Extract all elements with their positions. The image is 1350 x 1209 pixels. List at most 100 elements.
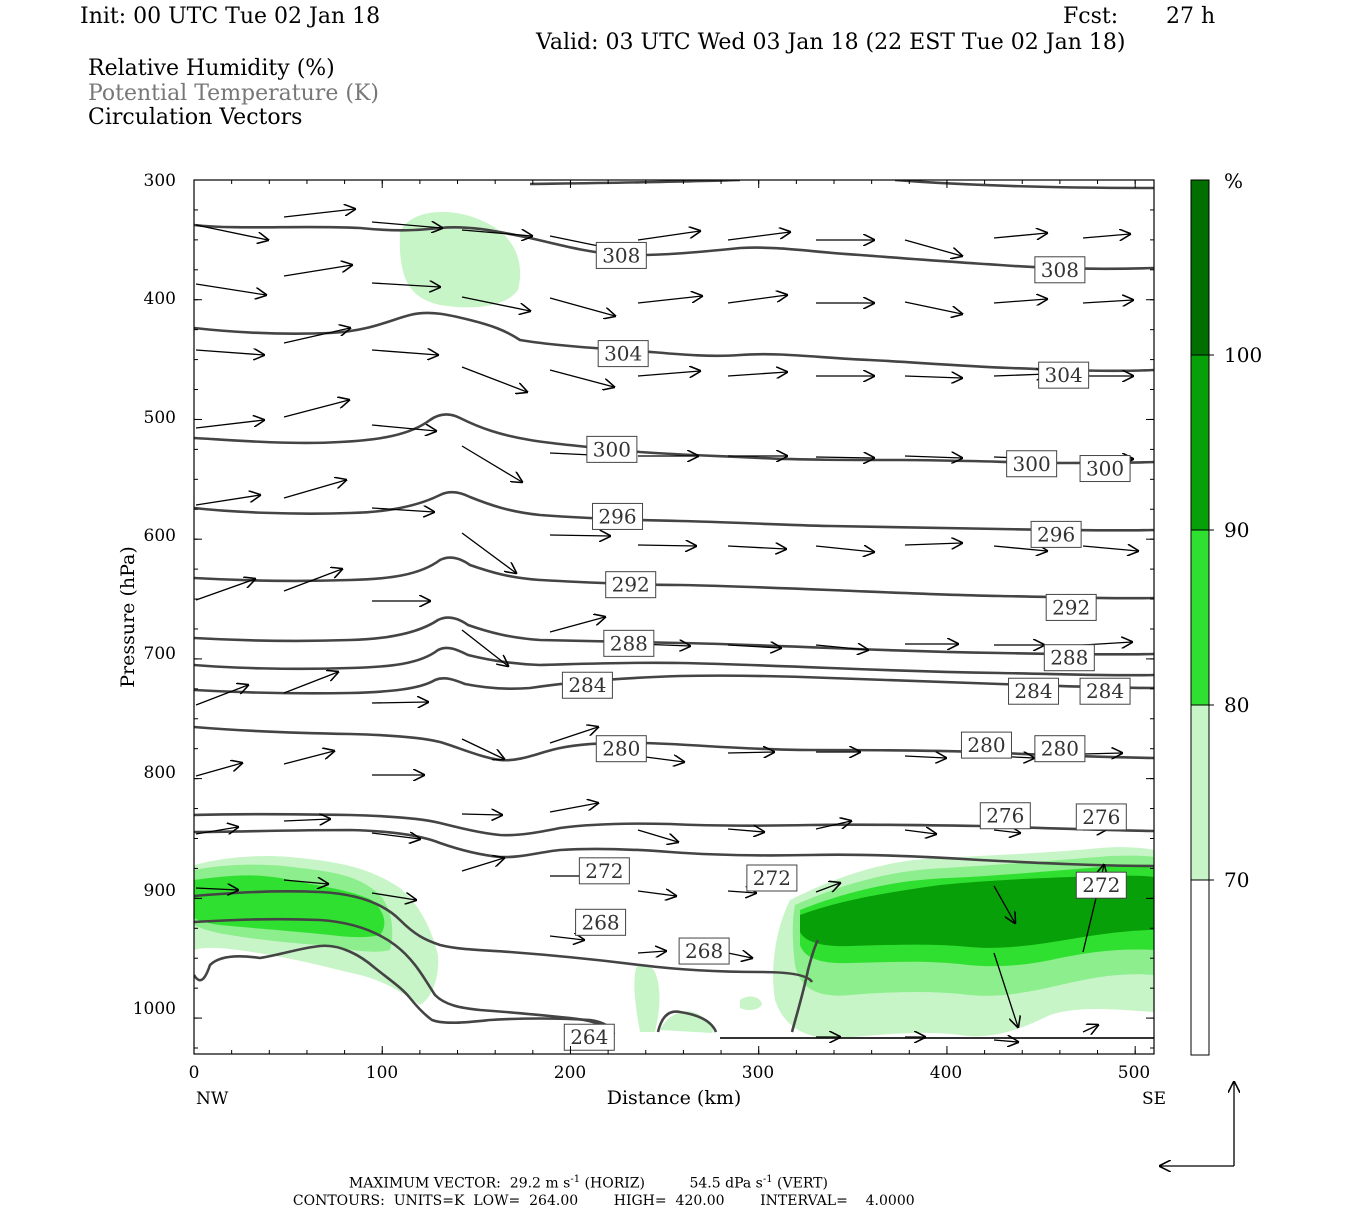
- contour-label-box: [563, 1023, 615, 1051]
- colorbar-band-below-70: [1191, 880, 1209, 1055]
- vector-arrow: [815, 457, 874, 458]
- theta-contour-308: [194, 223, 1154, 271]
- contour-label: 280: [967, 733, 1005, 757]
- contour-label-box: [1034, 256, 1086, 284]
- contour-label: 308: [1041, 258, 1079, 282]
- vector-arrow: [1082, 300, 1133, 303]
- y-tick-label: 900: [144, 881, 176, 901]
- x-tick-label: 0: [189, 1063, 200, 1083]
- vector-arrow: [727, 953, 752, 958]
- vector-arrow: [283, 265, 352, 277]
- vector-arrow: [461, 629, 508, 666]
- vector-arrow: [195, 283, 266, 295]
- vector-arrow: [549, 936, 584, 940]
- contour-label: 304: [1045, 363, 1083, 387]
- vector-arrow: [371, 350, 438, 355]
- theta-contour-268: [194, 828, 1154, 868]
- contour-label-box: [586, 435, 638, 463]
- field-title-vectors: Circulation Vectors: [88, 105, 303, 130]
- theta-contour-296: [194, 490, 1154, 532]
- vector-arrow: [371, 425, 436, 431]
- vector-arrow: [1082, 546, 1138, 551]
- max-vector-vert: 54.5 dPa s: [689, 1175, 763, 1192]
- contour-label-box: [1006, 450, 1058, 478]
- vector-arrow: [549, 535, 610, 536]
- contours-interval-label: INTERVAL=: [760, 1193, 848, 1209]
- contour-label: 264: [570, 1025, 608, 1049]
- forecast-hours: 27 h: [1166, 4, 1216, 29]
- x-axis-title: Distance (km): [607, 1087, 742, 1109]
- vector-arrow: [637, 371, 700, 376]
- vector-arrow: [371, 508, 434, 512]
- y-tick-label: 800: [144, 763, 176, 783]
- circulation-vectors: [195, 209, 1138, 1042]
- contours-units: UNITS=K: [393, 1193, 465, 1209]
- vector-arrow: [195, 888, 238, 890]
- contour-label-box: [595, 241, 647, 269]
- vector-arrow: [993, 885, 1015, 923]
- colorbar-unit: %: [1224, 169, 1243, 193]
- vector-arrow: [195, 827, 238, 834]
- rh-shading: [194, 211, 1154, 1039]
- vector-arrow: [461, 445, 522, 482]
- contour-label-box: [960, 731, 1012, 759]
- theta-contour-288: [194, 616, 1154, 656]
- vector-arrow: [904, 376, 962, 378]
- contour-label-box: [1008, 677, 1060, 705]
- vector-arrow: [727, 546, 786, 549]
- rh70-patch-a: [634, 964, 660, 1032]
- vector-arrow: [637, 545, 696, 546]
- contour-label: 272: [753, 866, 791, 890]
- contour-label-box: [1075, 871, 1127, 899]
- vector-arrow: [727, 295, 787, 304]
- x-tick-label: 400: [930, 1063, 962, 1083]
- theta-contour-308-top: [529, 180, 1154, 190]
- vector-arrow: [195, 579, 255, 601]
- vector-arrow: [815, 883, 840, 893]
- y-axis-title: Pressure (hPa): [117, 546, 139, 688]
- vector-arrow: [461, 366, 527, 392]
- colorbar-frame: [1190, 179, 1210, 1056]
- vector-arrow: [1082, 753, 1122, 754]
- valid-time: Valid: 03 UTC Wed 03 Jan 18 (22 EST Tue …: [536, 30, 1126, 55]
- vector-arrow: [993, 1040, 1018, 1042]
- contour-label: 304: [604, 342, 642, 366]
- contour-label-box: [605, 571, 657, 599]
- vector-arrow: [637, 951, 666, 953]
- contour-label-box: [597, 340, 649, 368]
- vector-arrow: [283, 751, 334, 765]
- vector-arrow: [283, 672, 338, 694]
- vector-arrow: [904, 301, 962, 314]
- y-tick-label: 500: [144, 408, 176, 428]
- vector-arrow: [195, 350, 264, 355]
- plot-frame: [193, 179, 1155, 1055]
- forecast-label: Fcst:: [1063, 4, 1119, 29]
- contour-label-box: [1075, 803, 1127, 831]
- contour-label-box: [1030, 520, 1082, 548]
- contour-label: 272: [1082, 873, 1120, 897]
- vector-arrow: [283, 880, 328, 884]
- init-time: Init: 00 UTC Tue 02 Jan 18: [80, 4, 381, 29]
- vector-arrow: [727, 232, 790, 241]
- vector-arrow: [371, 833, 420, 839]
- vector-arrow: [549, 803, 598, 813]
- contour-label: 300: [593, 437, 631, 461]
- contour-label: 300: [1086, 457, 1124, 481]
- x-tick-label: 300: [742, 1063, 774, 1083]
- rh100-area-right: [800, 875, 1154, 948]
- colorbar-label: 100: [1224, 343, 1262, 367]
- contour-label: 288: [1050, 646, 1088, 670]
- max-vector-vert-exp: -1: [762, 1174, 773, 1185]
- y-tick-label: 300: [144, 171, 176, 191]
- contours-high-label: HIGH=: [613, 1193, 667, 1209]
- contour-label: 268: [581, 910, 619, 934]
- theta-contour-304: [194, 311, 1154, 373]
- contour-label: 288: [610, 631, 648, 655]
- contour-label-box: [595, 735, 647, 763]
- vector-arrow: [371, 702, 428, 703]
- vector-arrow: [461, 296, 530, 311]
- vector-arrow: [283, 819, 330, 821]
- vector-arrow: [637, 891, 676, 896]
